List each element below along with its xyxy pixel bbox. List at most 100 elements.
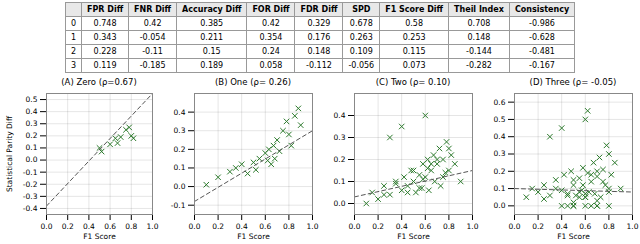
html-text:-0.481: -0.481 bbox=[529, 47, 555, 56]
svg-text:1.0: 1.0 bbox=[307, 222, 319, 231]
html-text:0.708: 0.708 bbox=[467, 19, 491, 28]
html-text:Consistency: Consistency bbox=[514, 5, 570, 14]
svg-text:-0.2: -0.2 bbox=[23, 180, 38, 189]
svg-text:F1 Score: F1 Score bbox=[83, 232, 116, 241]
svg-text:0.4: 0.4 bbox=[26, 107, 38, 116]
svg-text:0.5: 0.5 bbox=[494, 115, 506, 124]
svg-text:0.0: 0.0 bbox=[494, 201, 506, 210]
html-text:0.119: 0.119 bbox=[93, 61, 117, 70]
html-text:0.228: 0.228 bbox=[93, 47, 117, 56]
svg-text:0.0: 0.0 bbox=[26, 155, 38, 164]
html-text:0.678: 0.678 bbox=[349, 19, 373, 28]
svg-text:0.2: 0.2 bbox=[532, 222, 544, 231]
svg-text:F1 Score: F1 Score bbox=[237, 232, 270, 241]
html-text:(D) Three (ρ= -0.05): (D) Three (ρ= -0.05) bbox=[529, 77, 617, 87]
svg-text:0.6: 0.6 bbox=[104, 222, 116, 231]
html-text:-0.144: -0.144 bbox=[466, 47, 492, 56]
svg-text:0.0: 0.0 bbox=[41, 222, 53, 231]
svg-text:-0.4: -0.4 bbox=[23, 204, 38, 213]
html-text:0.42: 0.42 bbox=[143, 19, 162, 28]
html-text:0.15: 0.15 bbox=[202, 47, 221, 56]
svg-text:0.0: 0.0 bbox=[189, 222, 201, 231]
html-text:-0.11: -0.11 bbox=[142, 47, 163, 56]
html-text:SPD: SPD bbox=[352, 5, 371, 14]
svg-text:0.0: 0.0 bbox=[174, 182, 186, 191]
svg-text:0.4: 0.4 bbox=[396, 222, 408, 231]
html-text:-0.986: -0.986 bbox=[529, 19, 555, 28]
html-text:FDR Diff: FDR Diff bbox=[300, 5, 338, 14]
svg-text:0.0: 0.0 bbox=[334, 199, 346, 208]
svg-text:0.4: 0.4 bbox=[83, 222, 95, 231]
svg-text:0.4: 0.4 bbox=[236, 222, 248, 231]
svg-text:0.2: 0.2 bbox=[212, 222, 224, 231]
html-text:0.148: 0.148 bbox=[467, 33, 491, 42]
svg-text:1.0: 1.0 bbox=[147, 222, 159, 231]
svg-text:0.2: 0.2 bbox=[334, 155, 346, 164]
html-text:0.329: 0.329 bbox=[307, 19, 331, 28]
svg-text:0.2: 0.2 bbox=[372, 222, 384, 231]
svg-text:0.1: 0.1 bbox=[494, 184, 506, 193]
html-text:0.354: 0.354 bbox=[259, 33, 283, 42]
html-text:0.343: 0.343 bbox=[93, 33, 117, 42]
svg-text:F1 Score: F1 Score bbox=[397, 232, 430, 241]
svg-text:0.6: 0.6 bbox=[419, 222, 431, 231]
svg-text:0.4: 0.4 bbox=[334, 111, 346, 120]
html-text:F1 Score Diff: F1 Score Diff bbox=[385, 5, 443, 14]
svg-text:0.5: 0.5 bbox=[26, 95, 38, 104]
svg-text:0.0: 0.0 bbox=[509, 222, 521, 231]
html-text:0.748: 0.748 bbox=[93, 19, 117, 28]
html-text:0.24: 0.24 bbox=[262, 47, 280, 56]
svg-text:0.1: 0.1 bbox=[174, 163, 186, 172]
svg-text:0.6: 0.6 bbox=[494, 98, 506, 107]
html-text:FPR Diff: FPR Diff bbox=[87, 5, 124, 14]
html-text:0.109: 0.109 bbox=[349, 47, 373, 56]
html-text:Accuracy Diff: Accuracy Diff bbox=[182, 5, 242, 14]
svg-text:0.6: 0.6 bbox=[259, 222, 271, 231]
svg-text:0.8: 0.8 bbox=[125, 222, 137, 231]
svg-text:0.2: 0.2 bbox=[62, 222, 74, 231]
svg-text:0.3: 0.3 bbox=[26, 119, 38, 128]
html-text:-0.628: -0.628 bbox=[529, 33, 555, 42]
html-text:0.148: 0.148 bbox=[307, 47, 331, 56]
svg-text:0.4: 0.4 bbox=[556, 222, 568, 231]
svg-text:0.1: 0.1 bbox=[26, 143, 38, 152]
html-text:FOR Diff: FOR Diff bbox=[252, 5, 290, 14]
svg-text:0.1: 0.1 bbox=[334, 177, 346, 186]
html-text:-0.185: -0.185 bbox=[139, 61, 166, 70]
svg-text:1.0: 1.0 bbox=[627, 222, 639, 231]
svg-text:0.8: 0.8 bbox=[443, 222, 455, 231]
svg-text:0.4: 0.4 bbox=[174, 108, 186, 117]
svg-text:0.2: 0.2 bbox=[26, 131, 38, 140]
html-text:0.253: 0.253 bbox=[402, 33, 426, 42]
html-text:(A) Zero (ρ=0.67): (A) Zero (ρ=0.67) bbox=[61, 77, 137, 87]
html-text:0.115: 0.115 bbox=[402, 47, 426, 56]
html-text:(B) One (ρ= 0.26): (B) One (ρ= 0.26) bbox=[215, 77, 291, 87]
html-text:Theil Index: Theil Index bbox=[454, 5, 504, 14]
html-text:0.189: 0.189 bbox=[200, 61, 224, 70]
html-text:0.385: 0.385 bbox=[200, 19, 224, 28]
svg-text:-0.1: -0.1 bbox=[23, 168, 38, 177]
svg-text:0.4: 0.4 bbox=[494, 132, 506, 141]
html-text:0.211: 0.211 bbox=[200, 33, 224, 42]
svg-text:0.6: 0.6 bbox=[579, 222, 591, 231]
html-text:FNR Diff: FNR Diff bbox=[134, 5, 172, 14]
svg-text:-0.3: -0.3 bbox=[23, 192, 38, 201]
svg-text:1.0: 1.0 bbox=[467, 222, 479, 231]
html-text:0.42: 0.42 bbox=[262, 19, 280, 28]
svg-text:0.3: 0.3 bbox=[174, 126, 186, 135]
svg-text:0.0: 0.0 bbox=[349, 222, 361, 231]
html-text:0.176: 0.176 bbox=[307, 33, 331, 42]
svg-text:Statistical Parity Diff: Statistical Parity Diff bbox=[5, 115, 14, 192]
html-text:0.58: 0.58 bbox=[405, 19, 423, 28]
svg-text:0.3: 0.3 bbox=[334, 133, 346, 142]
html-text:-0.054: -0.054 bbox=[139, 33, 166, 42]
html-text:0.263: 0.263 bbox=[349, 33, 373, 42]
svg-text:0.2: 0.2 bbox=[174, 145, 186, 154]
svg-text:F1 Score: F1 Score bbox=[557, 232, 590, 241]
svg-text:0.8: 0.8 bbox=[603, 222, 615, 231]
svg-text:0.8: 0.8 bbox=[283, 222, 295, 231]
svg-text:0.2: 0.2 bbox=[494, 167, 506, 176]
html-text:(C) Two (ρ= 0.10): (C) Two (ρ= 0.10) bbox=[375, 77, 451, 87]
svg-text:-0.1: -0.1 bbox=[171, 201, 186, 210]
svg-text:0.3: 0.3 bbox=[494, 149, 506, 158]
